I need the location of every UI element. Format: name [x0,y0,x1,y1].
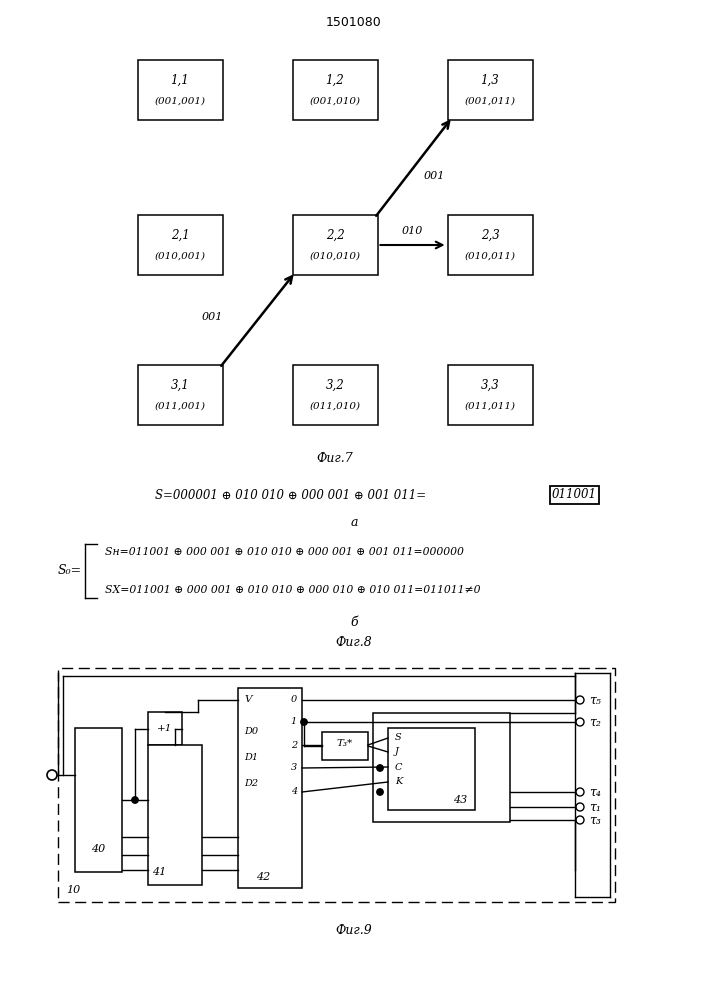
Text: τ₅: τ₅ [589,694,601,706]
Text: S=000001 ⊕ 010 010 ⊕ 000 001 ⊕ 001 011=: S=000001 ⊕ 010 010 ⊕ 000 001 ⊕ 001 011= [155,488,426,502]
Text: (010,010): (010,010) [310,251,361,260]
Text: S: S [395,734,402,742]
Text: S₀=: S₀= [58,564,82,578]
Bar [293,215,378,275]
Text: 1501080: 1501080 [326,16,382,29]
Circle shape [300,719,308,725]
Text: 1: 1 [291,718,297,726]
Text: 3,3: 3,3 [481,378,499,391]
Text: (001,001): (001,001) [155,97,206,105]
Bar [58,668,615,902]
Text: (010,001): (010,001) [155,251,206,260]
Bar [75,728,122,872]
Text: 3,2: 3,2 [326,378,344,391]
Bar [322,732,368,760]
Text: τ₂: τ₂ [589,716,601,728]
Text: 41: 41 [152,867,166,877]
Text: SХ=011001 ⊕ 000 001 ⊕ 010 010 ⊕ 000 010 ⊕ 010 011=011011≠0: SХ=011001 ⊕ 000 001 ⊕ 010 010 ⊕ 000 010 … [105,585,481,595]
Bar [448,60,532,120]
Text: D2: D2 [244,780,258,788]
Text: 1,3: 1,3 [481,74,499,87]
Bar [137,215,223,275]
Text: (010,011): (010,011) [464,251,515,260]
Text: τ₄: τ₄ [589,786,601,798]
Text: 40: 40 [91,844,105,854]
Bar [148,745,202,885]
Bar [293,365,378,425]
Text: Фиг.8: Фиг.8 [336,636,373,648]
Text: (001,011): (001,011) [464,97,515,105]
Bar [448,365,532,425]
Text: 0: 0 [291,696,297,704]
Text: 1,2: 1,2 [326,74,344,87]
Text: 010: 010 [402,226,423,236]
Text: τ₃: τ₃ [589,814,601,826]
Circle shape [377,789,383,795]
Text: a: a [350,516,358,528]
Text: 3,1: 3,1 [170,378,189,391]
Text: Sн=011001 ⊕ 000 001 ⊕ 010 010 ⊕ 000 001 ⊕ 001 011=000000: Sн=011001 ⊕ 000 001 ⊕ 010 010 ⊕ 000 001 … [105,547,464,557]
Text: V: V [244,696,252,704]
Text: Фиг.7: Фиг.7 [317,452,354,464]
Text: 42: 42 [256,872,270,882]
Text: 2: 2 [291,740,297,750]
Text: 2,1: 2,1 [170,229,189,241]
Text: (011,011): (011,011) [464,401,515,410]
Text: D0: D0 [244,728,258,736]
Text: 011001: 011001 [552,488,597,502]
Circle shape [377,765,383,771]
Text: 4: 4 [291,788,297,796]
Text: T₃*: T₃* [337,740,353,748]
Text: (011,001): (011,001) [155,401,206,410]
Text: 3: 3 [291,764,297,772]
Text: 2,3: 2,3 [481,229,499,241]
Bar [293,60,378,120]
Circle shape [132,797,138,803]
Bar [373,713,510,822]
Bar [388,728,475,810]
Text: K: K [395,778,402,786]
Text: τ₁: τ₁ [589,800,601,814]
Bar [238,688,302,888]
Text: (011,010): (011,010) [310,401,361,410]
Bar [148,712,182,745]
Text: 10: 10 [66,885,81,895]
Text: +1: +1 [158,724,173,733]
Text: D1: D1 [244,754,258,762]
Text: J: J [395,748,399,756]
Text: (001,010): (001,010) [310,97,361,105]
Bar [137,60,223,120]
Bar [137,365,223,425]
Text: 1,1: 1,1 [170,74,189,87]
Text: 2,2: 2,2 [326,229,344,241]
Text: 43: 43 [453,795,467,805]
Text: 001: 001 [201,312,223,322]
Bar [448,215,532,275]
Text: C: C [395,762,402,772]
Text: б: б [350,615,358,629]
Text: 001: 001 [423,171,445,181]
Text: Фиг.9: Фиг.9 [336,924,373,936]
